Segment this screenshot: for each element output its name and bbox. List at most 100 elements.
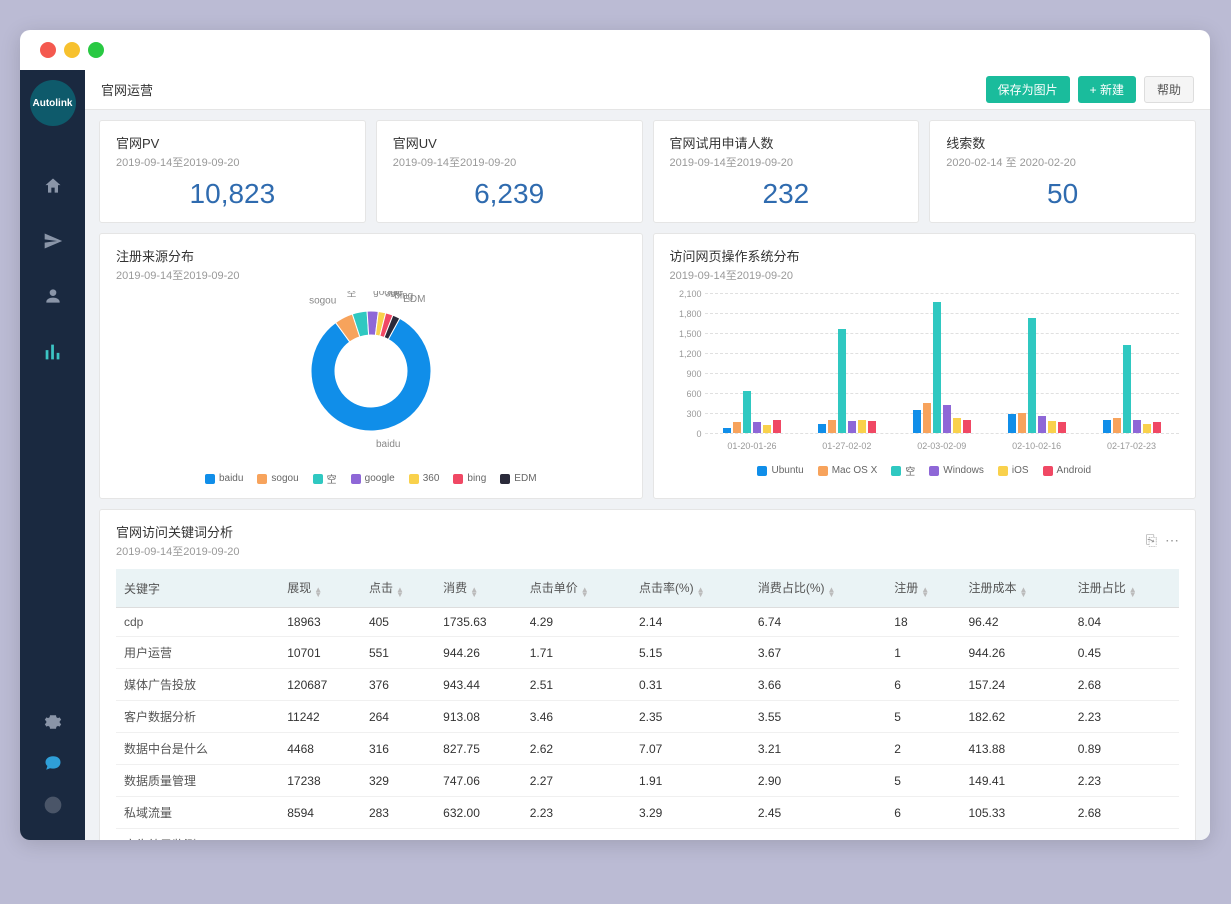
legend-item[interactable]: Android <box>1043 463 1091 478</box>
legend-item[interactable]: 空 <box>313 471 337 486</box>
table-header[interactable]: 展现▲▼ <box>279 569 361 608</box>
table-cell: 18963 <box>279 608 361 637</box>
minimize-dot[interactable] <box>64 42 80 58</box>
zoom-dot[interactable] <box>88 42 104 58</box>
bar[interactable] <box>943 405 951 433</box>
bar[interactable] <box>1123 345 1131 433</box>
table-cell: 632.00 <box>435 797 522 829</box>
donut-legend: baidu sogou 空 google 360 bing EDM <box>116 471 626 486</box>
table-cell: 2.35 <box>631 701 750 733</box>
bar[interactable] <box>828 420 836 433</box>
more-icon[interactable]: ⋯ <box>1165 532 1179 549</box>
bar[interactable] <box>1133 420 1141 433</box>
stat-value: 6,239 <box>393 178 626 210</box>
bar[interactable] <box>1143 424 1151 433</box>
user-icon[interactable] <box>43 286 63 311</box>
table-cell: 2.23 <box>1070 765 1179 797</box>
table-cell: 数据质量管理 <box>116 765 279 797</box>
bar[interactable] <box>923 403 931 433</box>
table-row[interactable]: cdp189634051735.634.292.146.741896.428.0… <box>116 608 1179 637</box>
table-header[interactable]: 关键字 <box>116 569 279 608</box>
table-header[interactable]: 消费占比(%)▲▼ <box>750 569 886 608</box>
table-cell: 316 <box>361 733 435 765</box>
bar[interactable] <box>913 410 921 433</box>
bar[interactable] <box>773 420 781 433</box>
table-header[interactable]: 消费▲▼ <box>435 569 522 608</box>
close-dot[interactable] <box>40 42 56 58</box>
bar[interactable] <box>1153 422 1161 433</box>
table-header[interactable]: 点击率(%)▲▼ <box>631 569 750 608</box>
edit-icon[interactable]: ⎘ <box>1146 532 1157 549</box>
table-cell: 3.67 <box>750 637 886 669</box>
bar[interactable] <box>858 420 866 433</box>
table-cell: 媒体广告投放 <box>116 669 279 701</box>
legend-item[interactable]: 360 <box>409 471 440 486</box>
bar[interactable] <box>1038 416 1046 433</box>
table-row[interactable]: 媒体广告投放120687376943.442.510.313.666157.24… <box>116 669 1179 701</box>
bar[interactable] <box>868 421 876 433</box>
table-cell: 3.21 <box>750 733 886 765</box>
bar[interactable] <box>1058 422 1066 433</box>
legend-item[interactable]: iOS <box>998 463 1029 478</box>
bar[interactable] <box>953 418 961 433</box>
analytics-icon[interactable] <box>42 341 64 368</box>
table-row[interactable]: 用户运营10701551944.261.715.153.671944.260.4… <box>116 637 1179 669</box>
table-row[interactable]: 广告效果监测7492149586.613.941.992.284146.651.… <box>116 829 1179 841</box>
bar[interactable] <box>743 391 751 433</box>
table-row[interactable]: 数据质量管理17238329747.062.271.912.905149.412… <box>116 765 1179 797</box>
stat-sub: 2019-09-14至2019-09-20 <box>670 154 903 170</box>
main-area: 官网运营 保存为图片 + 新建 帮助 官网PV 2019-09-14至2019-… <box>85 70 1210 840</box>
settings-icon[interactable] <box>44 713 62 736</box>
bar[interactable] <box>733 422 741 433</box>
help-button[interactable]: 帮助 <box>1144 76 1194 103</box>
table-cell: 2.23 <box>522 797 631 829</box>
save-image-button[interactable]: 保存为图片 <box>986 76 1070 103</box>
donut-title: 注册来源分布 <box>116 246 626 265</box>
stat-card: 官网试用申请人数 2019-09-14至2019-09-20 232 <box>653 120 920 223</box>
bar[interactable] <box>1048 421 1056 433</box>
table-cell: 1.71 <box>522 637 631 669</box>
bar[interactable] <box>1028 318 1036 433</box>
table-header[interactable]: 点击单价▲▼ <box>522 569 631 608</box>
bar[interactable] <box>848 421 856 433</box>
bar[interactable] <box>723 428 731 433</box>
legend-item[interactable]: Mac OS X <box>818 463 878 478</box>
legend-item[interactable]: Ubuntu <box>757 463 803 478</box>
bar[interactable] <box>933 302 941 433</box>
bar[interactable] <box>838 329 846 433</box>
table-header[interactable]: 点击▲▼ <box>361 569 435 608</box>
table-cell: 586.61 <box>435 829 522 841</box>
home-icon[interactable] <box>43 176 63 201</box>
table-row[interactable]: 数据中台是什么4468316827.752.627.073.212413.880… <box>116 733 1179 765</box>
table-cell: 1.79 <box>1070 829 1179 841</box>
legend-item[interactable]: baidu <box>205 471 243 486</box>
bar[interactable] <box>818 424 826 433</box>
table-header[interactable]: 注册占比▲▼ <box>1070 569 1179 608</box>
send-icon[interactable] <box>43 231 63 256</box>
table-row[interactable]: 客户数据分析11242264913.083.462.353.555182.622… <box>116 701 1179 733</box>
table-row[interactable]: 私域流量8594283632.002.233.292.456105.332.68 <box>116 797 1179 829</box>
bar[interactable] <box>1103 420 1111 433</box>
legend-item[interactable]: google <box>351 471 395 486</box>
bar[interactable] <box>963 420 971 433</box>
legend-item[interactable]: sogou <box>257 471 298 486</box>
table-header[interactable]: 注册成本▲▼ <box>961 569 1070 608</box>
bar[interactable] <box>753 422 761 433</box>
legend-item[interactable]: 空 <box>891 463 915 478</box>
table-cell: 413.88 <box>961 733 1070 765</box>
bar[interactable] <box>1113 418 1121 433</box>
stat-card: 官网PV 2019-09-14至2019-09-20 10,823 <box>99 120 366 223</box>
bar[interactable] <box>1018 413 1026 433</box>
chat-icon[interactable] <box>44 754 62 777</box>
legend-item[interactable]: bing <box>453 471 486 486</box>
bar[interactable] <box>763 425 771 433</box>
new-button[interactable]: + 新建 <box>1078 76 1136 103</box>
bar[interactable] <box>1008 414 1016 433</box>
legend-item[interactable]: Windows <box>929 463 984 478</box>
avatar-icon[interactable] <box>43 795 63 820</box>
legend-item[interactable]: EDM <box>500 471 536 486</box>
bar-group: 02-17-02-23 <box>1103 293 1161 433</box>
table-cell: 1 <box>886 637 960 669</box>
table-header[interactable]: 注册▲▼ <box>886 569 960 608</box>
bar-group: 02-10-02-16 <box>1008 293 1066 433</box>
